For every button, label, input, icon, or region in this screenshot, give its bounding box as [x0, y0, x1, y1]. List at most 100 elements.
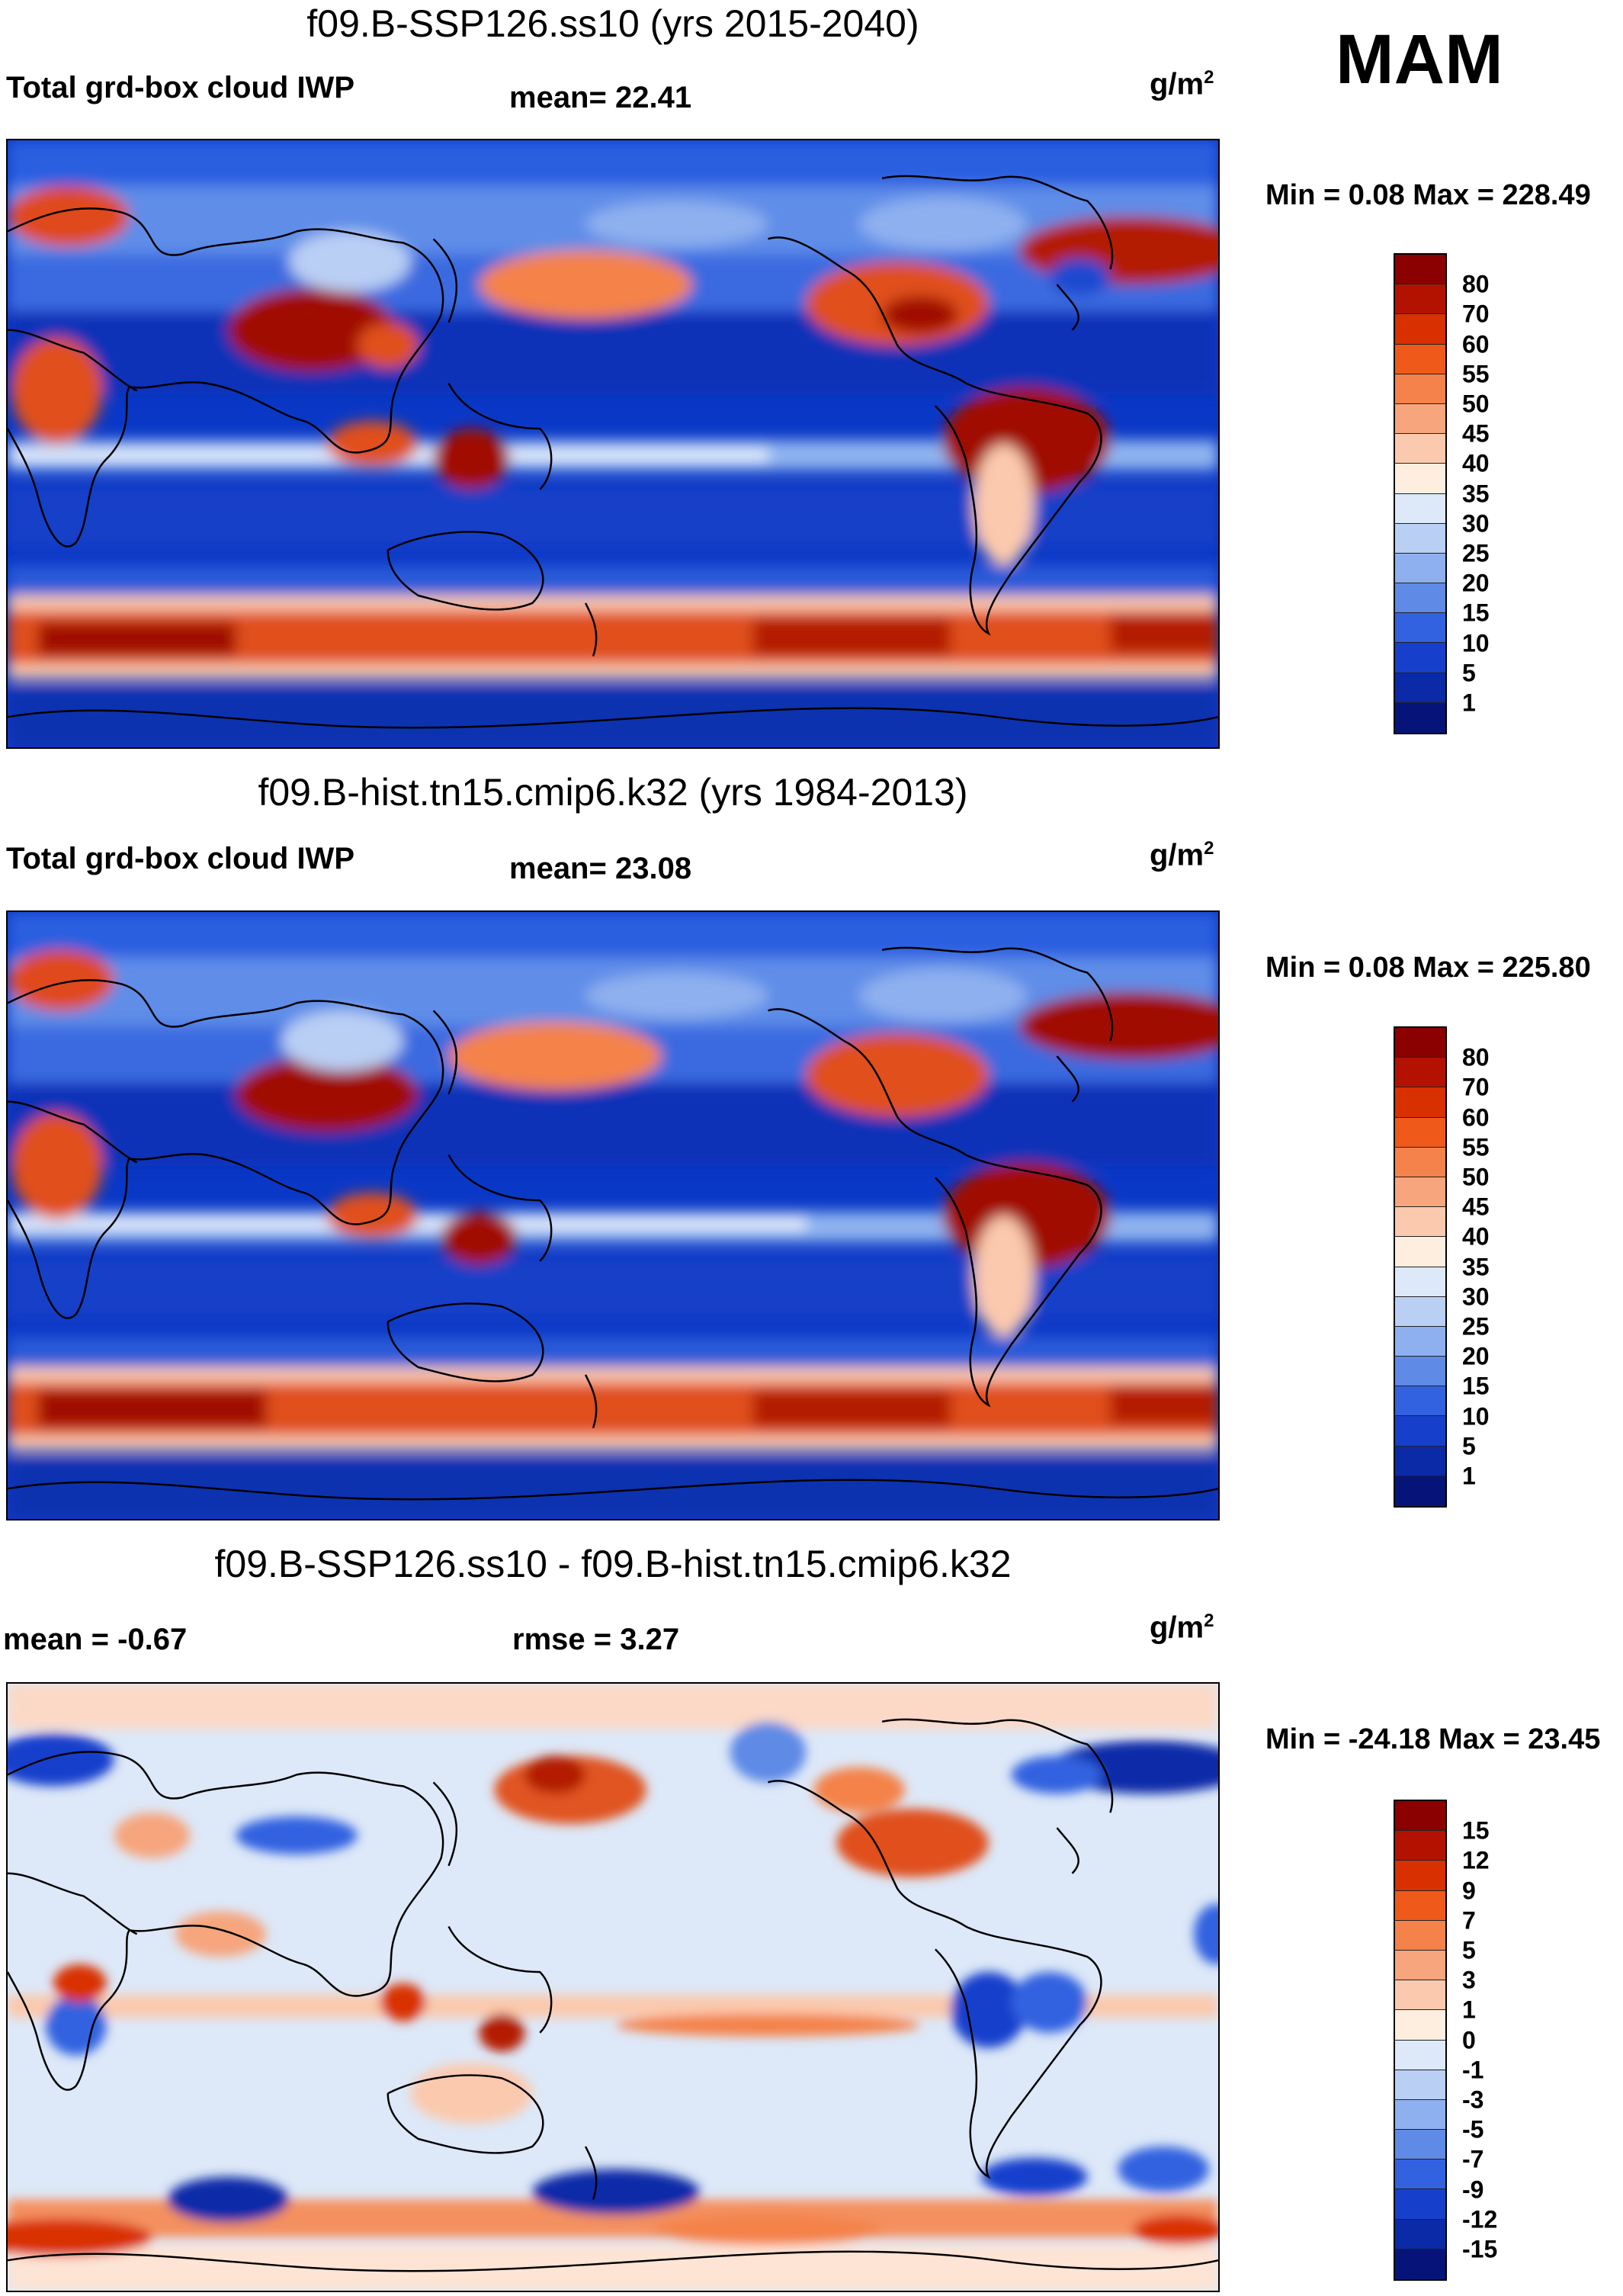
panel-3-colorbar-tick-label: -1	[1462, 2056, 1484, 2084]
panel-1-colorbar-box	[1395, 464, 1445, 494]
panel-3-colorbar-box	[1395, 1920, 1445, 1951]
panel-2-colorbar-box	[1395, 1267, 1445, 1297]
panel-3-colorbar-tick-label: 12	[1462, 1846, 1490, 1874]
panel-1-left-label: Total grd-box cloud IWP	[6, 71, 354, 104]
panel-1-colorbar-box	[1395, 374, 1445, 404]
panel-2-left-label: Total grd-box cloud IWP	[6, 842, 354, 875]
panel-2-minmax: Min = 0.08 Max = 225.80	[1265, 952, 1591, 984]
panel-1-colorbar-tick-label: 1	[1462, 689, 1476, 717]
panel-1-colorbar-box	[1395, 403, 1445, 435]
panel-2-colorbar-box	[1395, 1177, 1445, 1208]
panel-3-colorbar-box	[1395, 2070, 1445, 2100]
panel-3-field	[8, 1684, 1218, 2291]
panel-2-colorbar-box	[1395, 1386, 1445, 1417]
panel-2-colorbar-box	[1395, 1147, 1445, 1177]
panel-1-colorbar-tick-label: 50	[1462, 390, 1490, 418]
panel-1-colorbar-tick-label: 40	[1462, 449, 1490, 477]
panel-2-colorbar-tick-label: 20	[1462, 1342, 1490, 1370]
panel-1-stat-label: mean= 22.41	[509, 81, 692, 114]
panel-2-colorbar-tick-label: 30	[1462, 1283, 1490, 1311]
panel-1-colorbar-box	[1395, 344, 1445, 374]
panel-1-colorbar-tick-label: 70	[1462, 300, 1490, 328]
panel-2-colorbar-tick-label: 25	[1462, 1312, 1490, 1341]
panel-3-colorbar-tick-label: -3	[1462, 2086, 1484, 2114]
panel-2-coastlines	[8, 946, 1218, 1501]
panel-1-colorbar-tick-label: 25	[1462, 539, 1490, 567]
panel-1-field	[8, 140, 1218, 747]
panel-3-colorbar-box	[1395, 1950, 1445, 1981]
panel-3-coastlines	[8, 1718, 1218, 2272]
panel-2-colorbar-box	[1395, 1028, 1445, 1058]
panel-2-colorbar-box	[1395, 1296, 1445, 1327]
panel-1-title: f09.B-SSP126.ss10 (yrs 2015-2040)	[306, 2, 919, 45]
panel-1-colorbar	[1394, 253, 1447, 735]
panel-2-colorbar-tick-label: 60	[1462, 1103, 1490, 1132]
panel-3-colorbar-box	[1395, 2099, 1445, 2131]
panel-1-colorbar-box	[1395, 643, 1445, 673]
panel-1-colorbar-tick-label: 30	[1462, 509, 1490, 538]
panel-1-colorbar-box	[1395, 314, 1445, 345]
panel-2-colorbar-tick-label: 1	[1462, 1462, 1476, 1490]
panel-2-field	[8, 912, 1218, 1519]
panel-1-colorbar-box	[1395, 434, 1445, 464]
panel-2-colorbar-box	[1395, 1058, 1445, 1088]
panel-2-colorbar-tick-label: 45	[1462, 1193, 1490, 1221]
panel-1-map	[6, 139, 1220, 749]
panel-1-colorbar-box	[1395, 583, 1445, 614]
panel-1-coastlines	[8, 175, 1218, 729]
panel-2-colorbar-tick-label: 35	[1462, 1253, 1490, 1281]
panel-1-colorbar-box	[1395, 284, 1445, 315]
panel-1-colorbar-tick-label: 35	[1462, 480, 1490, 508]
panel-3-colorbar-box	[1395, 1980, 1445, 2011]
panel-3-colorbar-box	[1395, 2189, 1445, 2220]
panel-2-colorbar-box	[1395, 1357, 1445, 1387]
panel-3-minmax: Min = -24.18 Max = 23.45	[1265, 1723, 1601, 1755]
panel-3-colorbar	[1394, 1800, 1447, 2282]
panel-1-colorbar-box	[1395, 673, 1445, 703]
panel-2-colorbar-box	[1395, 1117, 1445, 1148]
panel-2-colorbar-box	[1395, 1416, 1445, 1447]
panel-1-colorbar-box	[1395, 255, 1445, 285]
panel-3-colorbar-box	[1395, 2010, 1445, 2041]
panel-3-colorbar-tick-label: -7	[1462, 2145, 1484, 2173]
panel-2-colorbar-box	[1395, 1207, 1445, 1238]
panel-1-colorbar-tick-label: 20	[1462, 569, 1490, 597]
panel-2-colorbar-tick-label: 15	[1462, 1372, 1490, 1400]
panel-1-unit: g/m2	[1150, 67, 1214, 101]
panel-3-colorbar-tick-label: 3	[1462, 1966, 1476, 1994]
panel-3-title: f09.B-SSP126.ss10 - f09.B-hist.tn15.cmip…	[214, 1543, 1012, 1585]
panel-3-left-label: mean = -0.67	[3, 1623, 188, 1656]
panel-3-colorbar-tick-label: 0	[1462, 2026, 1476, 2054]
panel-1-colorbar-tick-label: 5	[1462, 659, 1476, 687]
panel-1-minmax: Min = 0.08 Max = 228.49	[1265, 179, 1591, 211]
panel-2-colorbar-tick-label: 10	[1462, 1402, 1490, 1431]
panel-3-colorbar-box	[1395, 1890, 1445, 1921]
panel-2-colorbar-tick-label: 5	[1462, 1432, 1476, 1460]
panel-3-colorbar-tick-label: 5	[1462, 1936, 1476, 1964]
panel-3-colorbar-box	[1395, 2219, 1445, 2249]
panel-2-colorbar-tick-label: 80	[1462, 1043, 1490, 1071]
panel-3-colorbar-box	[1395, 1831, 1445, 1861]
panel-2-map	[6, 910, 1220, 1520]
panel-1-colorbar-box	[1395, 523, 1445, 554]
panel-3-colorbar-tick-label: 15	[1462, 1816, 1490, 1845]
panel-1-colorbar-tick-label: 15	[1462, 599, 1490, 627]
panel-2-title: f09.B-hist.tn15.cmip6.k32 (yrs 1984-2013…	[258, 771, 968, 814]
panel-2-colorbar-box	[1395, 1326, 1445, 1357]
panel-1-colorbar-tick-label: 45	[1462, 419, 1490, 448]
panel-1-colorbar-box	[1395, 553, 1445, 584]
panel-1-colorbar-tick-label: 10	[1462, 629, 1490, 657]
panel-1-colorbar-box	[1395, 493, 1445, 524]
panel-2-colorbar	[1394, 1026, 1447, 1508]
panel-3-colorbar-tick-label: -5	[1462, 2115, 1484, 2143]
panel-2-colorbar-box	[1395, 1446, 1445, 1476]
panel-3-colorbar-tick-label: -9	[1462, 2176, 1484, 2204]
panel-3-colorbar-tick-label: -15	[1462, 2235, 1498, 2263]
panel-3-colorbar-tick-label: 7	[1462, 1906, 1476, 1935]
panel-1-colorbar-tick-label: 60	[1462, 330, 1490, 358]
panel-1-colorbar-tick-label: 80	[1462, 270, 1490, 298]
panel-2-colorbar-tick-label: 50	[1462, 1163, 1490, 1191]
season-label: MAM	[1336, 21, 1503, 98]
panel-1-colorbar-box	[1395, 702, 1445, 733]
panel-3-colorbar-box	[1395, 2249, 1445, 2279]
